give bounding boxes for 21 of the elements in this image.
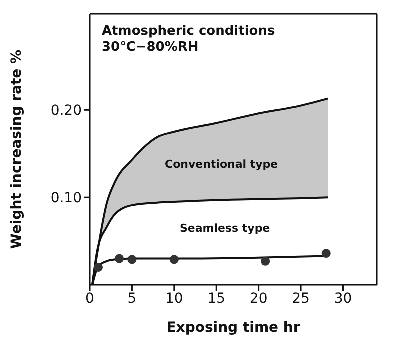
- annotation: 30℃−80%RH: [102, 40, 200, 56]
- x-tick-label: 20: [250, 290, 268, 307]
- series-label: Seamless type: [180, 222, 270, 235]
- x-tick-label: 10: [166, 290, 184, 307]
- point: [322, 249, 331, 258]
- point: [261, 256, 270, 266]
- y-tick-label: 0.20: [50, 103, 82, 120]
- series-label: Conventional type: [165, 158, 278, 171]
- point: [115, 254, 124, 264]
- point: [94, 263, 103, 272]
- x-tick-label: 25: [292, 290, 310, 307]
- x-tick-label: 5: [128, 290, 137, 307]
- x-tick-label: 30: [334, 290, 352, 307]
- point: [170, 255, 179, 264]
- x-tick-label: 0: [86, 290, 94, 307]
- x-tick-label: 15: [208, 290, 226, 307]
- annotation: Atmospheric conditions: [102, 24, 276, 40]
- x-axis-title: Exposing time hr: [166, 320, 300, 336]
- y-axis-title: Weight increasing rate %: [8, 50, 25, 250]
- point: [128, 255, 137, 264]
- y-tick-label: 0.10: [50, 190, 82, 207]
